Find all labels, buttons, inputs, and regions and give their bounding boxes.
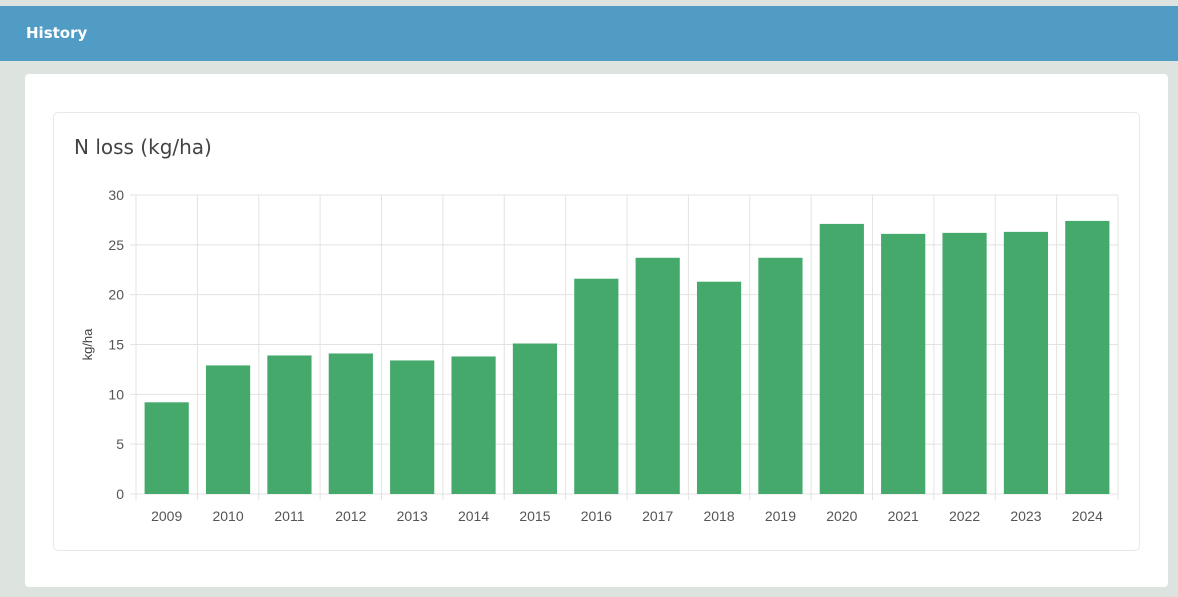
bar-2019	[758, 257, 803, 494]
panel-header: History	[0, 6, 1178, 61]
panel-title: History	[26, 24, 88, 42]
x-tick-label: 2010	[212, 508, 243, 524]
y-tick-label: 20	[108, 287, 124, 303]
bar-2013	[390, 360, 435, 494]
bar-2024	[1065, 220, 1110, 494]
x-tick-label: 2011	[274, 508, 304, 524]
history-panel: N loss (kg/ha) 0 5 10 15 20 25 30 2009 2010 2011 2…	[25, 74, 1168, 587]
x-tick-label: 2020	[826, 508, 857, 524]
bar-2022	[942, 232, 987, 494]
chart-title: N loss (kg/ha)	[74, 135, 212, 159]
bar-2015	[512, 343, 558, 494]
bar-2018	[696, 281, 742, 494]
bar-2016	[574, 278, 619, 494]
bar-2017	[635, 257, 680, 494]
x-tick-label: 2009	[151, 508, 182, 524]
x-tick-label: 2015	[519, 508, 550, 524]
y-tick-label: 15	[108, 337, 124, 353]
bar-2023	[1003, 231, 1049, 495]
x-tick-label: 2017	[642, 508, 673, 524]
bar-2010	[205, 365, 251, 494]
x-tick-label: 2012	[335, 508, 366, 524]
x-tick-label: 2018	[703, 508, 734, 524]
bar-2011	[267, 355, 312, 494]
x-tick-label: 2023	[1010, 508, 1041, 524]
x-tick-label: 2021	[888, 508, 919, 524]
y-tick-label: 10	[108, 386, 124, 402]
y-tick-label: 30	[108, 187, 124, 203]
bar-2009	[144, 402, 189, 494]
y-tick-label: 5	[116, 436, 124, 452]
x-tick-label: 2024	[1072, 508, 1103, 524]
x-tick-label: 2013	[397, 508, 428, 524]
x-tick-label: 2019	[765, 508, 796, 524]
y-tick-label: 0	[116, 486, 124, 502]
bar-2020	[819, 223, 864, 495]
y-tick-label: 25	[108, 237, 124, 253]
bar-2021	[881, 233, 926, 494]
chart-card: N loss (kg/ha) 0 5 10 15 20 25 30 2009 2010 2011 2…	[53, 112, 1140, 551]
x-tick-label: 2014	[458, 508, 489, 524]
bar-chart: 0 5 10 15 20 25 30 2009 2010 2011 2012 2013 2014 2015…	[80, 187, 1119, 524]
x-tick-label: 2022	[949, 508, 980, 524]
y-axis-label: kg/ha	[80, 328, 95, 361]
bar-2014	[451, 356, 496, 494]
x-tick-label: 2016	[581, 508, 612, 524]
bar-2012	[328, 353, 373, 494]
